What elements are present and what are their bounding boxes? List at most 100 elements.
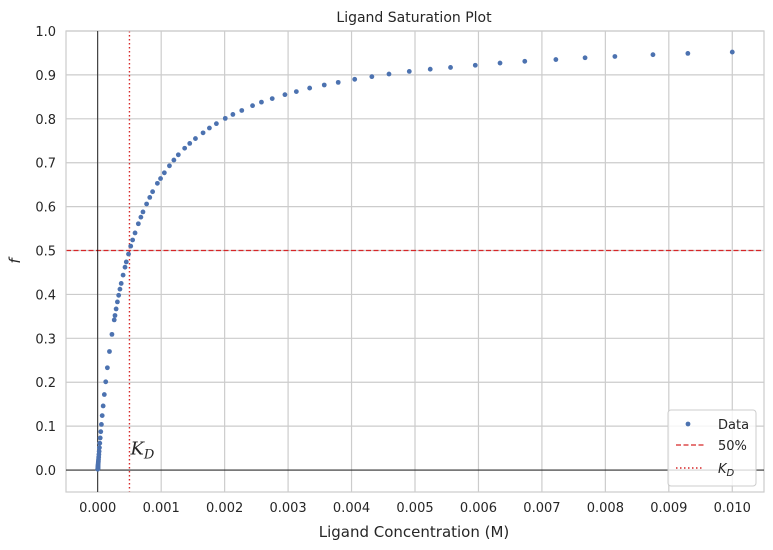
x-tick-label: 0.006 [460, 501, 497, 516]
legend-marker-data [685, 421, 691, 427]
data-point [122, 264, 128, 270]
reference-lines [66, 31, 764, 492]
legend-label-kd: KD [718, 462, 735, 479]
data-point [472, 62, 478, 68]
y-tick-label: 0.4 [35, 288, 56, 303]
data-point [135, 221, 141, 227]
legend-box [667, 409, 757, 487]
data-point [158, 176, 163, 181]
data-point [104, 365, 110, 371]
data-point [112, 313, 118, 318]
data-point [582, 55, 588, 61]
x-tick-label: 0.007 [523, 501, 560, 516]
data-point [175, 152, 181, 158]
y-tick-label: 0.6 [35, 201, 56, 216]
data-points [95, 49, 735, 472]
x-tick-label: 0.004 [333, 501, 370, 516]
data-point [123, 259, 129, 265]
data-point [99, 421, 104, 427]
data-point [239, 108, 245, 113]
data-point [553, 57, 559, 62]
data-point [161, 170, 167, 176]
data-point [140, 209, 146, 215]
data-point [307, 85, 313, 91]
data-point [130, 237, 136, 243]
data-point [650, 52, 656, 58]
data-point [406, 68, 412, 74]
y-tick-label: 0.9 [35, 69, 56, 84]
data-point [96, 448, 102, 454]
y-tick-label: 0.1 [35, 420, 56, 435]
data-point [117, 286, 123, 292]
x-tick-label: 0.002 [206, 501, 243, 516]
data-point [230, 112, 236, 117]
plot-frame [65, 30, 765, 493]
data-point [352, 76, 358, 82]
chart-title: Ligand Saturation Plot [336, 10, 492, 26]
data-point [113, 306, 119, 312]
data-point [729, 49, 735, 55]
data-point [99, 413, 105, 419]
data-point [126, 251, 131, 257]
x-tick-label: 0.000 [79, 501, 116, 516]
y-tick-label: 0.5 [35, 245, 56, 260]
x-axis-label: Ligand Concentration (M) [319, 523, 510, 541]
legend-label-data: Data [718, 418, 749, 433]
legend-label-kd-sub: D [727, 468, 735, 479]
data-point [448, 65, 453, 70]
data-point [685, 50, 691, 56]
tick-labels: 0.000 0.001 0.002 0.003 0.004 0.005 0.006 0.007… [35, 25, 751, 516]
legend-label-half: 50% [718, 439, 747, 454]
data-point [114, 299, 120, 305]
y-tick-label: 0.8 [35, 113, 56, 128]
data-point [120, 272, 126, 278]
kd-annotation-main: K [129, 439, 145, 460]
y-tick-label: 0.3 [35, 332, 56, 347]
data-point [97, 445, 102, 451]
data-point [187, 140, 193, 146]
data-point [522, 58, 528, 64]
data-point [97, 435, 103, 441]
data-point [612, 54, 618, 59]
axes [65, 30, 765, 493]
data-point [369, 74, 375, 80]
data-point [98, 429, 104, 435]
x-tick-label: 0.008 [587, 501, 624, 516]
data-point [182, 145, 188, 151]
data-point [101, 392, 107, 397]
data-point [222, 115, 228, 121]
kd-annotation-sub: D [143, 448, 155, 463]
data-point [128, 243, 134, 249]
data-point [107, 349, 112, 354]
x-tick-label: 0.005 [396, 501, 433, 516]
data-point [427, 66, 433, 72]
data-point [138, 214, 144, 220]
data-point [193, 136, 198, 141]
x-tick-label: 0.001 [143, 501, 180, 516]
data-point [116, 292, 122, 298]
data-point [109, 331, 115, 337]
data-point [282, 92, 288, 98]
kd-annotation: KD [129, 439, 154, 463]
data-point [250, 103, 255, 109]
legend: Data 50% KD [667, 409, 757, 487]
data-point [259, 99, 264, 105]
data-point [118, 281, 124, 286]
data-point [497, 60, 503, 66]
x-tick-label: 0.009 [650, 501, 687, 516]
data-point [171, 157, 177, 163]
data-point [207, 125, 212, 131]
data-point [293, 89, 299, 94]
data-point [213, 121, 219, 127]
x-tick-label: 0.010 [714, 501, 751, 516]
data-point [132, 230, 138, 236]
data-point [200, 130, 206, 136]
data-point [103, 379, 109, 385]
legend-label-kd-main: K [718, 462, 728, 477]
y-tick-label: 0.0 [35, 464, 56, 479]
data-point [97, 440, 103, 446]
data-point [100, 403, 106, 409]
data-point [150, 189, 156, 195]
